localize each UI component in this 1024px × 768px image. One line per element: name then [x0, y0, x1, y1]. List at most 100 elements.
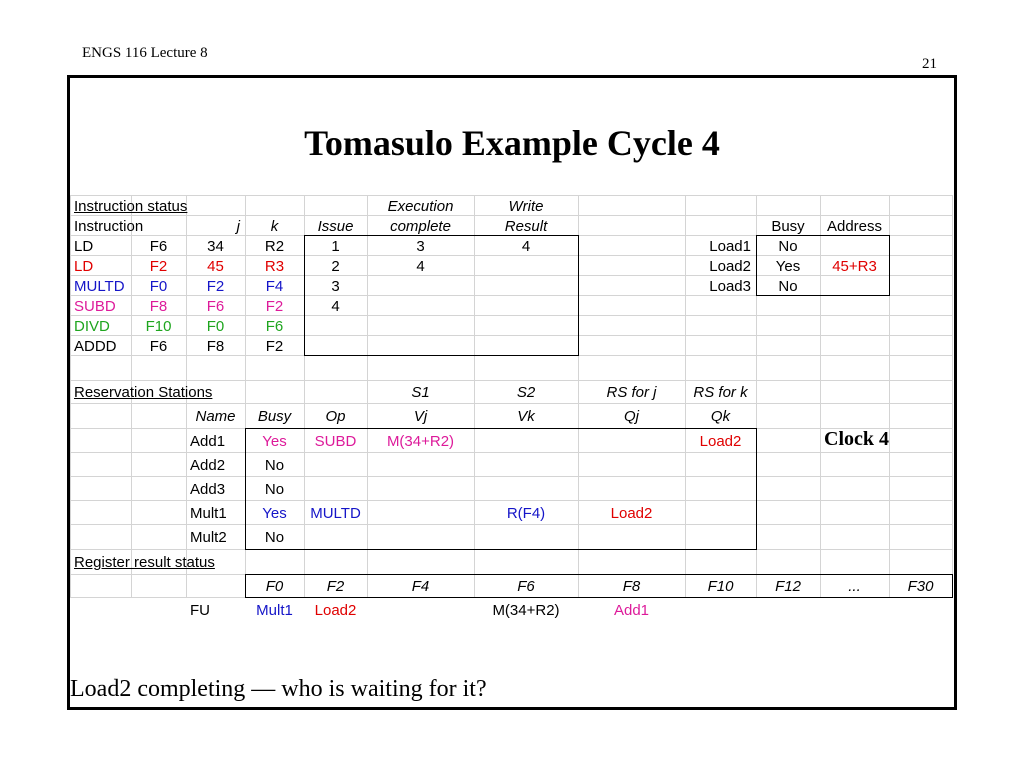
rs-busy: No [264, 456, 285, 474]
instruction-src-j: F2 [206, 277, 225, 295]
rs-busy: No [264, 480, 285, 498]
header-j: j [236, 217, 240, 235]
register-fu-value: M(34+R2) [492, 602, 560, 619]
rs-vj: M(34+R2) [386, 432, 455, 450]
tomasulo-table: Instruction status Execution Write Instruc… [70, 195, 953, 618]
slide-title: Tomasulo Example Cycle 4 [304, 123, 720, 163]
rs-name: Mult1 [190, 504, 227, 522]
instruction-src-k: F2 [265, 337, 284, 355]
exec-complete-cycle: 3 [416, 237, 425, 255]
load-buffer-name: Load2 [709, 257, 751, 275]
instruction-dest: F8 [149, 297, 168, 315]
register-fu-value: Add1 [613, 602, 650, 619]
instruction-dest: F2 [149, 257, 168, 275]
rs-op: SUBD [314, 432, 357, 450]
header-issue: Issue [317, 217, 354, 235]
rs-name: Add1 [190, 432, 226, 450]
issue-cycle: 4 [331, 297, 340, 315]
register-name: F10 [707, 578, 734, 595]
load-buffer-busy: Yes [775, 257, 801, 275]
load-buffer-address: 45+R3 [832, 257, 877, 275]
load-buffer-busy: No [778, 237, 798, 255]
header-rs-for-k: RS for k [693, 384, 748, 401]
rs-vk: R(F4) [506, 504, 546, 522]
register-name: F12 [775, 578, 801, 595]
register-name: F2 [326, 578, 345, 595]
header-vk: Vk [517, 408, 535, 425]
instruction-src-k: F2 [265, 297, 284, 315]
header-k: k [270, 217, 279, 235]
rs-op: MULTD [310, 504, 361, 522]
header-write: Write [508, 197, 544, 215]
issue-cycle: 3 [331, 277, 340, 295]
instruction-src-k: R3 [264, 257, 285, 275]
header-op: Op [325, 408, 346, 425]
clock-label: Clock 4 [824, 428, 889, 450]
register-name: F30 [907, 578, 934, 595]
instruction-src-k: R2 [264, 237, 285, 255]
instruction-status-box [304, 235, 579, 356]
register-status-box [245, 574, 953, 598]
instruction-src-j: F6 [206, 297, 225, 315]
instruction-op: MULTD [74, 277, 125, 295]
instruction-op: LD [74, 257, 94, 275]
header-name: Name [195, 408, 236, 425]
header-vj: Vj [413, 408, 428, 425]
load-buffer-name: Load1 [709, 237, 751, 255]
header-s1: S1 [411, 384, 430, 401]
header-busy: Busy [257, 408, 292, 425]
rs-busy: Yes [262, 432, 287, 450]
instruction-src-j: 34 [207, 237, 224, 255]
lecture-header: ENGS 116 Lecture 8 [82, 45, 208, 61]
register-fu-value: Mult1 [256, 602, 293, 619]
instruction-status-label: Instruction status [74, 197, 188, 215]
slide-frame [67, 75, 957, 710]
reservation-stations-label: Reservation Stations [74, 384, 213, 401]
register-status-label: Register result status [74, 554, 215, 571]
register-name: ... [848, 578, 861, 595]
register-name: F4 [411, 578, 430, 595]
rs-name: Add3 [190, 480, 226, 498]
write-result-cycle: 4 [521, 237, 531, 255]
header-rs-for-j: RS for j [606, 384, 657, 401]
instruction-src-j: F8 [206, 337, 225, 355]
instruction-op: SUBD [74, 297, 116, 315]
instruction-dest: F10 [145, 317, 172, 335]
header-complete: complete [390, 217, 451, 235]
register-name: F8 [622, 578, 641, 595]
instruction-op: ADDD [74, 337, 117, 355]
header-qk: Qk [710, 408, 731, 425]
register-fu-value: Load2 [314, 602, 357, 619]
instruction-src-k: F4 [265, 277, 284, 295]
instruction-dest: F6 [149, 237, 168, 255]
instruction-op: DIVD [74, 317, 110, 335]
page-number: 21 [922, 56, 937, 72]
load-buffer-busy: No [778, 277, 798, 295]
instruction-op: LD [74, 237, 94, 255]
rs-busy: Yes [262, 504, 287, 522]
header-instruction: Instruction [74, 217, 144, 235]
issue-cycle: 1 [331, 237, 340, 255]
rs-busy: No [264, 529, 285, 546]
issue-cycle: 2 [331, 257, 340, 275]
header-qj: Qj [624, 408, 639, 425]
load-buffer-box [756, 235, 890, 296]
rs-qj: Load2 [610, 504, 653, 522]
rs-qk: Load2 [699, 432, 742, 450]
instruction-src-j: F0 [206, 317, 225, 335]
slide-caption: Load2 completing — who is waiting for it… [70, 676, 487, 702]
rs-name: Add2 [190, 456, 226, 474]
instruction-src-k: F6 [265, 317, 284, 335]
fu-label: FU [190, 602, 210, 619]
instruction-src-j: 45 [207, 257, 224, 275]
register-name: F0 [265, 578, 284, 595]
register-name: F6 [517, 578, 535, 595]
rs-name: Mult2 [190, 529, 227, 546]
instruction-dest: F0 [149, 277, 168, 295]
instruction-dest: F6 [149, 337, 168, 355]
load-address-header: Address [826, 217, 883, 235]
load-busy-header: Busy [771, 217, 805, 235]
header-s2: S2 [516, 384, 536, 401]
header-result: Result [504, 217, 548, 235]
load-buffer-name: Load3 [709, 277, 751, 295]
